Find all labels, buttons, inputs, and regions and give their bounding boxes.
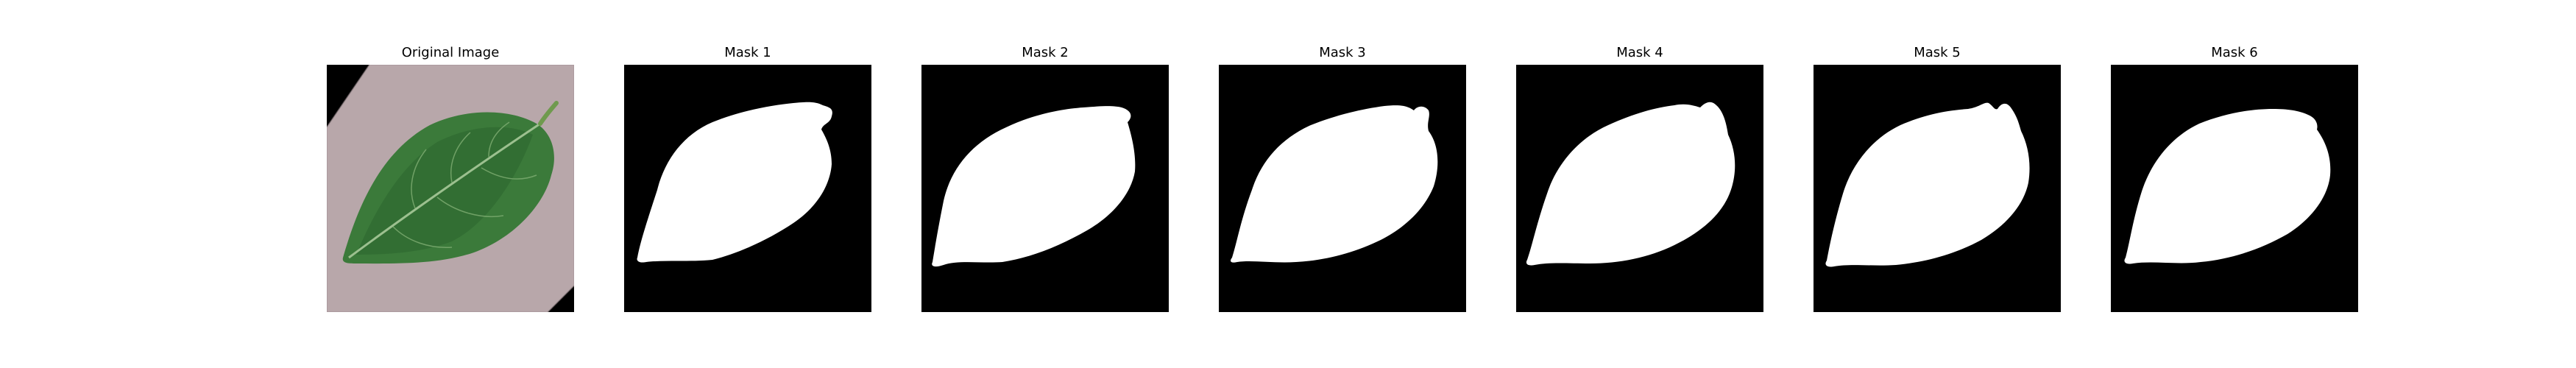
mask-shape	[1231, 105, 1438, 263]
mask-image	[2111, 65, 2358, 312]
mask-shape	[637, 102, 832, 263]
panel-title: Original Image	[401, 45, 500, 60]
panel-title: Mask 1	[724, 45, 771, 60]
panel-title: Mask 4	[1616, 45, 1663, 60]
panel-title: Mask 2	[1022, 45, 1069, 60]
mask-shape	[1526, 102, 1735, 266]
mask-shape	[1825, 102, 2030, 267]
mask-image	[1814, 65, 2061, 312]
leaf-photo	[327, 65, 574, 312]
panel-title: Mask 5	[1914, 45, 1961, 60]
leaf-stem	[538, 101, 559, 126]
mask-shape	[932, 106, 1136, 267]
panel-title: Mask 6	[2211, 45, 2258, 60]
mask-image	[1219, 65, 1466, 312]
mask-image	[1516, 65, 1763, 312]
mask-image	[624, 65, 871, 312]
leaf-midrib	[348, 122, 541, 259]
mask-shape	[2124, 109, 2331, 264]
mask-image	[921, 65, 1169, 312]
panel-title: Mask 3	[1319, 45, 1366, 60]
